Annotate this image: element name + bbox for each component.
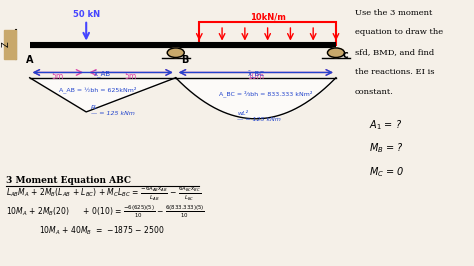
Text: 50 kN: 50 kN: [73, 10, 100, 19]
Text: PL
— = 125 kNm: PL — = 125 kNm: [91, 105, 135, 115]
Text: 10m: 10m: [247, 72, 264, 81]
Text: $10M_A$ + $2M_B(20)$      + $0(10)$ = $\frac{-6(625)(5)}{10}$ $-$ $\frac{6(833.3: $10M_A$ + $2M_B(20)$ + $0(10)$ = $\frac{…: [6, 203, 205, 221]
Bar: [4, 30, 16, 59]
Text: $10M_A$ + $40M_B$  =  $-1875$ $-$ $2500$: $10M_A$ + $40M_B$ = $-1875$ $-$ $2500$: [39, 224, 164, 236]
Text: B: B: [182, 55, 189, 65]
Text: wL²
— = 125 kNm: wL² — = 125 kNm: [237, 111, 281, 122]
Text: constant.: constant.: [355, 88, 394, 95]
Text: 5m: 5m: [52, 72, 64, 81]
Text: Z: Z: [1, 41, 10, 47]
Text: equation to draw the: equation to draw the: [355, 28, 443, 36]
Text: 5m: 5m: [125, 72, 137, 81]
Text: 3 Moment Equation ABC: 3 Moment Equation ABC: [6, 176, 131, 185]
Text: the reactions. EI is: the reactions. EI is: [355, 68, 434, 76]
Bar: [199, 22, 336, 45]
Text: x̄_BC: x̄_BC: [247, 71, 264, 78]
Circle shape: [167, 48, 184, 57]
Text: $M_C$ = 0: $M_C$ = 0: [369, 165, 404, 179]
Text: $A_1$ = ?: $A_1$ = ?: [369, 118, 402, 131]
Text: Use the 3 moment: Use the 3 moment: [355, 9, 432, 16]
Text: c: c: [343, 50, 349, 60]
Text: A_AB = ½bh = 625kNm²: A_AB = ½bh = 625kNm²: [59, 86, 137, 93]
Text: A: A: [26, 55, 33, 65]
Text: A_BC = ²⁄₃bh = 833.333 kNm²: A_BC = ²⁄₃bh = 833.333 kNm²: [219, 90, 312, 97]
Circle shape: [328, 48, 345, 57]
Text: x̄_AB: x̄_AB: [94, 71, 111, 78]
Text: $L_{AB}M_A$ + $2M_B(L_{AB}$ + $L_{BC})$ + $M_CL_{BC}$ = $\frac{-6A_{AB}\bar{x}_{: $L_{AB}M_A$ + $2M_B(L_{AB}$ + $L_{BC})$ …: [6, 185, 201, 203]
Text: $M_B$ = ?: $M_B$ = ?: [369, 142, 404, 155]
Text: 10kN/m: 10kN/m: [250, 13, 285, 22]
Text: sfd, BMD, and find: sfd, BMD, and find: [355, 48, 434, 56]
